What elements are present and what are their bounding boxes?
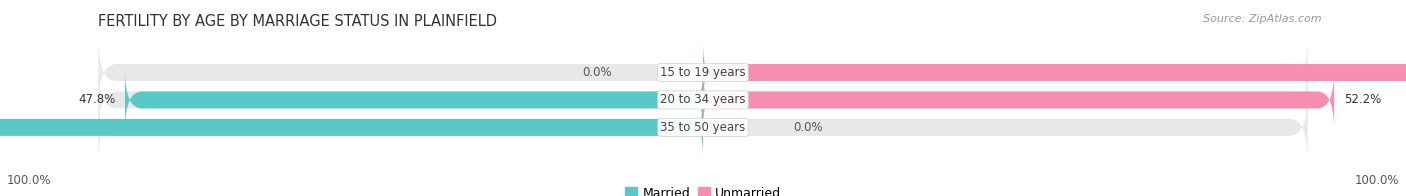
FancyBboxPatch shape (703, 70, 1334, 130)
Text: 100.0%: 100.0% (7, 174, 52, 187)
Text: 52.2%: 52.2% (1344, 93, 1381, 106)
FancyBboxPatch shape (0, 97, 703, 157)
FancyBboxPatch shape (98, 67, 1308, 133)
FancyBboxPatch shape (125, 70, 703, 130)
Text: 47.8%: 47.8% (79, 93, 115, 106)
Text: 100.0%: 100.0% (1354, 174, 1399, 187)
Text: 35 to 50 years: 35 to 50 years (661, 121, 745, 134)
Text: 20 to 34 years: 20 to 34 years (661, 93, 745, 106)
Text: 15 to 19 years: 15 to 19 years (661, 66, 745, 79)
FancyBboxPatch shape (98, 40, 1308, 105)
Text: FERTILITY BY AGE BY MARRIAGE STATUS IN PLAINFIELD: FERTILITY BY AGE BY MARRIAGE STATUS IN P… (98, 14, 498, 29)
Text: 0.0%: 0.0% (793, 121, 824, 134)
FancyBboxPatch shape (98, 95, 1308, 160)
FancyBboxPatch shape (703, 43, 1406, 103)
Text: 0.0%: 0.0% (582, 66, 613, 79)
Text: Source: ZipAtlas.com: Source: ZipAtlas.com (1204, 14, 1322, 24)
Legend: Married, Unmarried: Married, Unmarried (620, 182, 786, 196)
